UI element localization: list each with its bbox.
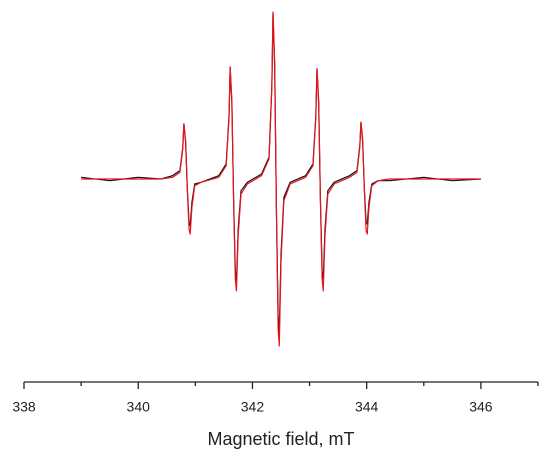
x-tick-label: 340 bbox=[127, 399, 151, 415]
spectrum-line bbox=[81, 11, 481, 347]
x-tick-label: 342 bbox=[241, 399, 265, 415]
x-tick-label: 346 bbox=[469, 399, 493, 415]
x-tick-label: 338 bbox=[12, 399, 36, 415]
x-tick-label: 344 bbox=[355, 399, 379, 415]
x-axis-title: Magnetic field, mT bbox=[207, 429, 354, 449]
